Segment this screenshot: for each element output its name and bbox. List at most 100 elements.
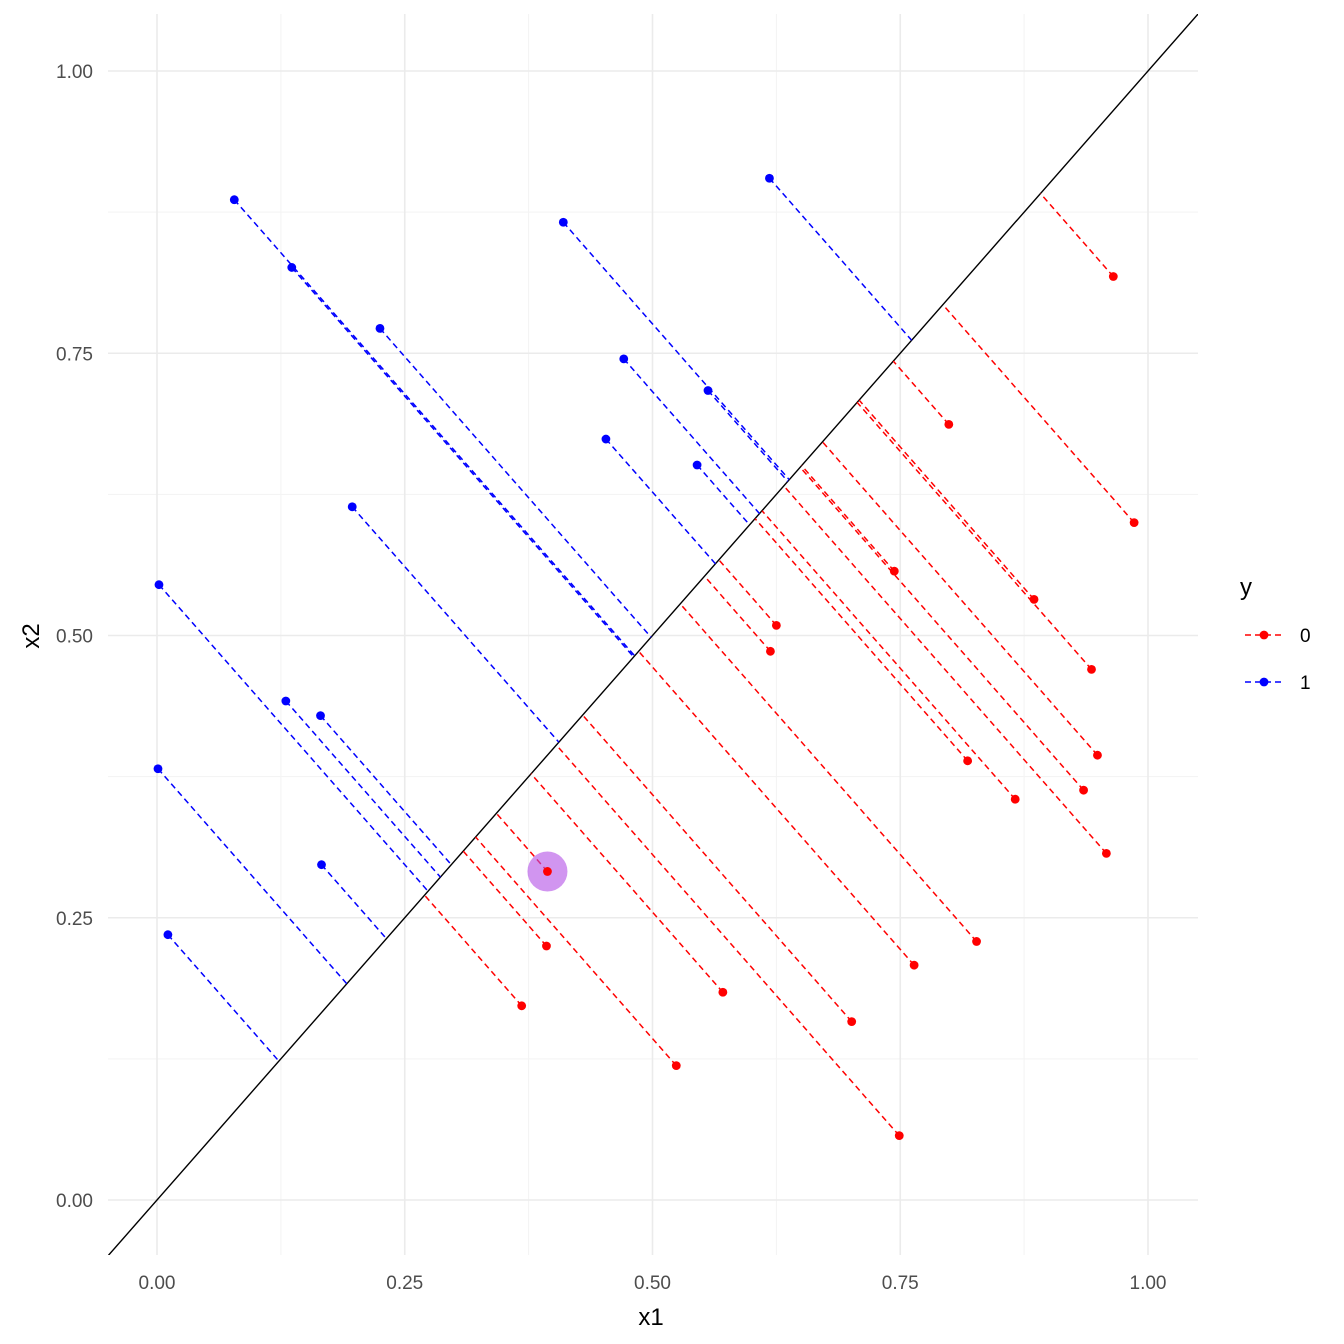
x-tick-label: 0.00 bbox=[139, 1273, 176, 1294]
projection-segment bbox=[761, 510, 1016, 800]
tick-labels: 0.00 0.25 0.50 0.75 1.00 0.00 0.25 0.50 0.75 1.00 bbox=[56, 62, 1166, 1294]
projection-segment bbox=[233, 199, 636, 657]
projection-segment bbox=[768, 177, 913, 341]
data-point bbox=[1129, 518, 1139, 527]
data-points bbox=[153, 173, 1139, 1141]
projection-segment bbox=[718, 559, 777, 626]
projection-segment bbox=[1039, 193, 1114, 277]
projection-segment bbox=[856, 401, 1093, 670]
data-point bbox=[894, 1131, 904, 1141]
grid-lines bbox=[108, 14, 1198, 1255]
x-tick-label: 0.25 bbox=[386, 1273, 423, 1294]
projection-segment bbox=[157, 768, 348, 985]
data-point bbox=[766, 646, 775, 656]
legend: y 0 1 bbox=[1240, 574, 1311, 694]
data-point bbox=[347, 502, 357, 512]
data-point bbox=[671, 1061, 681, 1071]
projection-segment bbox=[320, 864, 387, 940]
projection-segment bbox=[605, 438, 716, 565]
legend-label: 0 bbox=[1300, 626, 1311, 647]
reference-line-layer bbox=[108, 14, 1198, 1255]
data-point bbox=[771, 620, 781, 630]
data-point bbox=[542, 941, 551, 951]
projection-segment bbox=[703, 575, 771, 652]
x-tick-label: 1.00 bbox=[1130, 1273, 1167, 1294]
projection-segment bbox=[424, 894, 523, 1007]
data-point bbox=[153, 764, 163, 774]
projection-segment bbox=[858, 399, 1035, 600]
projection-segment bbox=[679, 603, 978, 942]
x-tick-label: 0.50 bbox=[634, 1273, 671, 1294]
y-tick-label: 1.00 bbox=[56, 62, 93, 83]
data-point bbox=[963, 756, 973, 766]
legend-title: y bbox=[1240, 574, 1252, 601]
y-tick-label: 0.25 bbox=[56, 909, 93, 930]
data-point bbox=[317, 860, 326, 870]
projection-segment bbox=[555, 744, 900, 1137]
projection-segment bbox=[821, 441, 1099, 756]
data-point bbox=[558, 217, 568, 227]
projection-segment bbox=[562, 221, 790, 481]
y-tick-label: 0.50 bbox=[56, 627, 93, 648]
data-point bbox=[619, 354, 629, 364]
projection-segments bbox=[157, 177, 1135, 1137]
data-point bbox=[765, 173, 774, 183]
data-point bbox=[889, 566, 899, 576]
projection-segment bbox=[892, 360, 950, 425]
projection-segment bbox=[530, 773, 724, 993]
data-point bbox=[1101, 848, 1111, 858]
projection-segment bbox=[707, 390, 789, 482]
data-point bbox=[847, 1017, 857, 1027]
projection-segment bbox=[158, 584, 429, 892]
legend-label: 1 bbox=[1300, 673, 1311, 694]
data-point bbox=[718, 987, 728, 997]
projection-segment bbox=[291, 266, 635, 658]
data-point bbox=[163, 930, 173, 940]
reference-line bbox=[108, 14, 1198, 1255]
projection-segment bbox=[475, 836, 677, 1067]
data-point bbox=[1029, 594, 1039, 604]
y-tick-label: 0.00 bbox=[56, 1191, 93, 1212]
data-point bbox=[601, 434, 611, 444]
x-tick-label: 0.75 bbox=[882, 1273, 919, 1294]
projection-segment bbox=[696, 464, 751, 526]
projection-segment bbox=[942, 304, 1135, 524]
projection-segment bbox=[623, 358, 761, 515]
projection-segment bbox=[379, 327, 652, 638]
data-point bbox=[543, 867, 552, 876]
data-point bbox=[909, 960, 919, 970]
projection-segment bbox=[754, 518, 969, 762]
data-point bbox=[1079, 785, 1088, 795]
data-point bbox=[375, 324, 385, 333]
projection-segment bbox=[783, 485, 1107, 854]
data-point bbox=[281, 696, 291, 706]
data-point bbox=[1087, 664, 1096, 674]
data-point bbox=[316, 711, 325, 721]
data-point bbox=[229, 195, 239, 205]
projection-segment bbox=[351, 506, 560, 743]
projection-segment bbox=[799, 466, 1085, 791]
data-point bbox=[287, 263, 297, 272]
projection-segment bbox=[801, 465, 895, 572]
data-point bbox=[154, 580, 164, 590]
projection-segment bbox=[167, 934, 280, 1062]
legend-entry: 0 bbox=[1245, 626, 1311, 647]
data-point bbox=[703, 386, 713, 395]
data-point bbox=[1010, 794, 1020, 804]
data-point bbox=[692, 460, 702, 470]
projection-segment bbox=[462, 850, 548, 947]
legend-entry: 1 bbox=[1245, 673, 1311, 694]
data-point bbox=[517, 1001, 527, 1011]
data-point bbox=[944, 419, 954, 429]
projection-segment bbox=[582, 714, 853, 1023]
y-tick-label: 0.75 bbox=[56, 344, 93, 365]
data-point bbox=[972, 937, 981, 946]
legend-key-point bbox=[1259, 677, 1269, 687]
data-point bbox=[1093, 750, 1102, 760]
projection-segment bbox=[319, 715, 452, 866]
projection-segment bbox=[285, 700, 441, 878]
y-axis-title: x2 bbox=[18, 623, 45, 648]
legend-key-point bbox=[1259, 630, 1269, 640]
x-axis-title: x1 bbox=[638, 1304, 663, 1331]
